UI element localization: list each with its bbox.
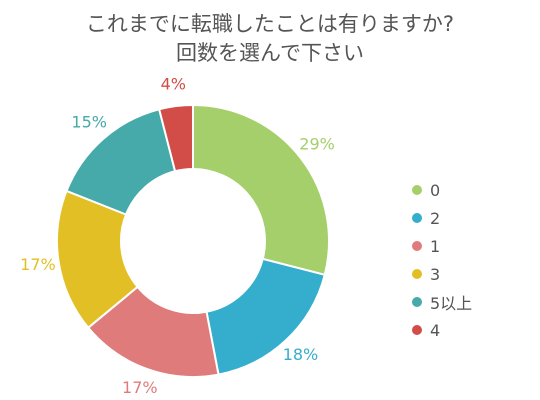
legend-item-0[interactable]: 0 — [412, 176, 472, 204]
slice-label-5: 4% — [161, 75, 186, 94]
legend-swatch-4 — [412, 297, 422, 307]
legend-swatch-3 — [412, 269, 422, 279]
legend-label-3: 3 — [430, 264, 441, 284]
slice-label-3: 17% — [20, 255, 56, 274]
donut-slice-0[interactable] — [192, 103, 330, 277]
slice-label-2: 17% — [122, 378, 158, 397]
legend-swatch-0 — [412, 185, 422, 195]
legend-item-4[interactable]: 5以上 — [412, 288, 472, 316]
legend-item-3[interactable]: 3 — [412, 260, 472, 288]
donut-slices — [56, 103, 330, 378]
legend-label-1: 2 — [430, 208, 441, 228]
legend-item-5[interactable]: 4 — [412, 316, 472, 344]
legend-label-5: 4 — [430, 320, 441, 340]
legend-swatch-5 — [412, 325, 422, 335]
chart-title: これまでに転職したことは有りますか? 回数を選んで下さい — [0, 10, 540, 68]
slice-label-0: 29% — [299, 134, 335, 153]
slice-label-4: 15% — [71, 113, 107, 132]
legend-label-2: 1 — [430, 236, 441, 256]
legend-label-0: 0 — [430, 180, 441, 200]
slice-label-1: 18% — [283, 345, 319, 364]
legend-item-1[interactable]: 2 — [412, 204, 472, 232]
legend-swatch-1 — [412, 213, 422, 223]
chart-title-line-1: これまでに転職したことは有りますか? — [85, 12, 455, 36]
donut-slice-labels: 29% 18% 17% 17% 15% 4% — [20, 75, 335, 397]
donut-slice-5[interactable] — [157, 103, 194, 173]
chart-title-line-2: 回数を選んで下さい — [176, 41, 364, 65]
legend-swatch-2 — [412, 241, 422, 251]
legend: 0 2 1 3 5以上 4 — [412, 176, 472, 344]
legend-item-2[interactable]: 1 — [412, 232, 472, 260]
legend-label-4: 5以上 — [430, 294, 473, 313]
